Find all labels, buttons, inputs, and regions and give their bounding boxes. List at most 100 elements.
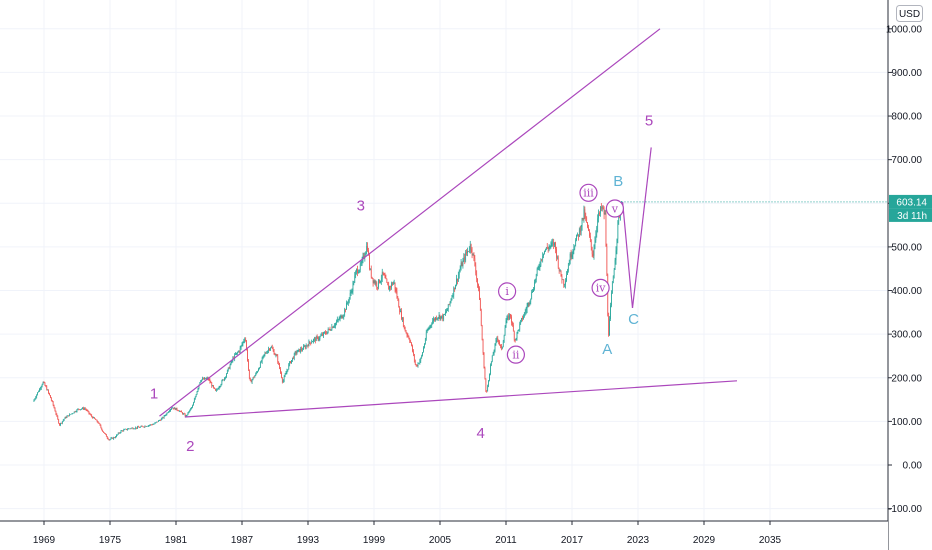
candle-body [226,373,227,377]
candle-body [395,289,397,292]
wave-circle [579,183,598,202]
candle-body [559,270,561,272]
candle-body [391,283,393,285]
candle-body [298,349,300,350]
candle-body [171,408,172,410]
candle-body [370,269,372,277]
candle-body [268,348,269,351]
candle-body [580,226,582,233]
candle-body [67,415,69,417]
candle-body [461,263,463,267]
candle-body [440,316,442,319]
candle-body [300,348,302,352]
abc-wave-label: A [602,341,612,358]
candle-body [42,381,44,385]
candle-body [54,408,56,412]
time-axis: 1969 1975 1981 1987 1993 1999 2005 2011 2017 2023… [0,520,888,550]
candle-body [306,345,308,347]
candle-body [324,332,325,333]
candle-body [488,380,489,386]
candle-body [534,281,535,290]
candle-body [508,315,510,319]
candle-body [203,378,204,380]
candle-body [138,427,140,428]
candle-body [139,426,141,428]
candle-body [188,412,190,413]
wave-circle-text: i [505,285,509,298]
candle-body [411,342,412,346]
candle-body [541,259,543,260]
candle-body [566,274,567,281]
candle-body [519,323,521,330]
candle-body [381,271,383,279]
candle-body [282,380,284,382]
trendline[interactable] [622,201,634,309]
candle-body [107,438,109,440]
candle-body [204,377,206,380]
wave-label: 5 [645,113,653,130]
candle-body [101,427,103,430]
candle-body [330,330,332,331]
candle-body [420,357,422,361]
candle-body [597,218,599,228]
candle-body [217,388,219,390]
candle-body [152,424,154,425]
candle-body [602,207,604,209]
candle-body [507,315,509,318]
candle-body [545,249,546,251]
wave-circle-text: v [611,202,619,215]
candle-body [145,426,147,427]
time-tick-label: 2017 [561,535,584,546]
candle-body [246,340,247,350]
candle-body [574,246,576,249]
candle-body [200,381,202,383]
candle-body [127,428,129,430]
candle-body [240,345,242,348]
candle-body [595,234,597,241]
trendline[interactable] [631,147,652,309]
trendline[interactable] [159,28,661,417]
candle-body [521,318,522,321]
candle-body [351,291,353,293]
candle-body [135,427,137,429]
candle-body [328,328,330,330]
candle-body [546,247,548,249]
candle-body [524,311,526,313]
candle-body [360,263,362,265]
candle-body [151,424,153,426]
candle-body [473,253,475,259]
candle-body [103,431,104,433]
candle-body [450,299,452,302]
candle-body [248,369,250,378]
candle-body [130,428,132,429]
candle-body [551,242,553,244]
candle-body [517,330,519,333]
candle-body [178,410,180,412]
candle-body [36,394,38,398]
candle-body [414,360,416,365]
candle-body [607,274,609,316]
candle-body [444,314,445,315]
candle-body [578,234,579,237]
currency-button[interactable]: USD [896,5,923,22]
wave-circle-label: iv [591,278,610,298]
candle-body [186,414,188,416]
candle-body [304,346,306,349]
time-tick-label: 2011 [495,535,517,546]
candle-body [205,378,207,380]
candle-body [176,408,178,411]
candle-body [618,214,620,222]
candle-body [158,420,159,422]
candle-body [335,323,336,326]
candle-body [88,411,90,414]
candle-body [37,392,38,395]
trendline[interactable] [184,380,738,418]
last-price-box [889,194,932,209]
candles-layer [33,200,622,441]
candle-body [565,280,566,285]
candle-body [195,394,197,397]
candle-body [428,327,430,329]
candle-body [457,274,459,281]
candle-body [572,250,574,255]
